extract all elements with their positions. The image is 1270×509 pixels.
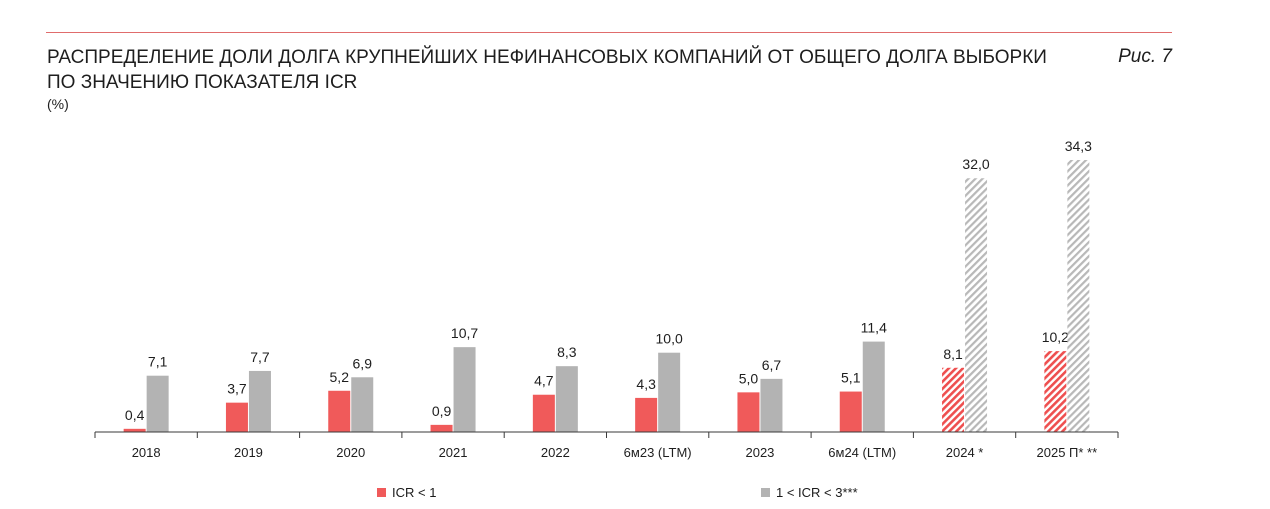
x-tick-label-2019: 2019 [234, 445, 263, 460]
bar-icr-1-3-6м24-ltm [862, 341, 885, 432]
legend-item-icr-lt-1: ICR < 1 [377, 485, 436, 500]
data-label-icr-1-3-2018: 7,1 [148, 354, 168, 370]
bar-icr-lt-1-2025-п [1044, 351, 1067, 432]
x-axis-ticks [94, 432, 1119, 438]
bar-icr-1-3-2025-п [1067, 160, 1090, 432]
x-tick-label-2021: 2021 [439, 445, 468, 460]
legend-swatch-grey [761, 488, 770, 497]
data-label-icr-1-3-2021: 10,7 [451, 325, 478, 341]
x-tick-label-2024: 2024 * [946, 445, 984, 460]
bar-icr-1-3-6м23-ltm [658, 352, 681, 432]
bar-icr-1-3-2020 [351, 377, 374, 432]
bar-icr-lt-1-2020 [328, 390, 351, 432]
bar-icr-1-3-2021 [453, 347, 476, 432]
data-label-icr-1-3-2019: 7,7 [250, 349, 270, 365]
data-label-icr-lt-1-2025-п: 10,2 [1042, 329, 1069, 345]
data-label-icr-lt-1-2022: 4,7 [534, 373, 554, 389]
x-tick-label-2025-п: 2025 П* ** [1037, 445, 1098, 460]
data-label-icr-1-3-2022: 8,3 [557, 344, 577, 360]
bar-icr-lt-1-6м23-ltm [635, 397, 658, 432]
bar-icr-1-3-2023 [760, 378, 783, 432]
bar-icr-lt-1-2022 [532, 394, 555, 432]
data-label-icr-1-3-6м24-ltm: 11,4 [861, 320, 887, 336]
unit-label: (%) [47, 96, 69, 112]
data-label-icr-lt-1-2021: 0,9 [432, 403, 452, 419]
data-label-icr-1-3-2020: 6,9 [353, 355, 373, 371]
title-line-1: РАСПРЕДЕЛЕНИЕ ДОЛИ ДОЛГА КРУПНЕЙШИХ НЕФИ… [47, 47, 1047, 68]
bar-icr-lt-1-2019 [225, 402, 248, 432]
x-tick-label-2020: 2020 [336, 445, 365, 460]
data-label-icr-lt-1-2020: 5,2 [330, 369, 350, 385]
bar-icr-1-3-2019 [248, 370, 271, 432]
legend-label-icr-1-3: 1 < ICR < 3*** [776, 485, 858, 500]
data-label-icr-lt-1-6м23-ltm: 4,3 [636, 376, 656, 392]
x-tick-label-6м24-ltm: 6м24 (LTM) [828, 445, 896, 460]
x-axis-labels: 2018 2019 2020 2021 2022 6м23 (LTM) 2023 6м24 (… [132, 445, 1097, 460]
data-label-icr-1-3-2024: 32,0 [962, 156, 989, 172]
bar-icr-lt-1-2023 [737, 392, 760, 432]
bar-icr-1-3-2022 [555, 366, 578, 432]
data-label-icr-1-3-2023: 6,7 [762, 357, 782, 373]
x-tick-label-2022: 2022 [541, 445, 570, 460]
data-label-icr-1-3-6м23-ltm: 10,0 [656, 331, 683, 347]
bar-icr-lt-1-6м24-ltm [839, 391, 862, 432]
figure-label: Рис. 7 [1118, 46, 1172, 67]
bar-icr-lt-1-2021 [430, 424, 453, 432]
data-label-icr-lt-1-6м24-ltm: 5,1 [841, 370, 861, 386]
x-tick-label-6м23-ltm: 6м23 (LTM) [624, 445, 692, 460]
data-label-icr-1-3-2025-п: 34,3 [1065, 138, 1092, 154]
data-label-icr-lt-1-2019: 3,7 [227, 381, 247, 397]
bar-icr-1-3-2018 [146, 375, 169, 432]
legend-label-icr-lt-1: ICR < 1 [392, 485, 437, 500]
x-tick-label-2018: 2018 [132, 445, 161, 460]
data-label-icr-lt-1-2023: 5,0 [739, 370, 759, 386]
bar-icr-1-3-2024 [965, 178, 988, 432]
x-tick-label-2023: 2023 [745, 445, 774, 460]
title-line-2: ПО ЗНАЧЕНИЮ ПОКАЗАТЕЛЯ ICR [47, 72, 358, 93]
bars-group: 0,4 7,1 3,77,7 5,26,9 0,9 10,7 4,78,3 4,3 10,0 5,… [123, 138, 1092, 432]
data-label-icr-lt-1-2018: 0,4 [125, 407, 145, 423]
top-rule [46, 32, 1172, 33]
bar-icr-lt-1-2018 [123, 428, 146, 432]
bar-icr-lt-1-2024 [942, 367, 965, 432]
chart-title: РАСПРЕДЕЛЕНИЕ ДОЛИ ДОЛГА КРУПНЕЙШИХ НЕФИ… [47, 45, 1047, 95]
data-label-icr-lt-1-2024: 8,1 [943, 346, 963, 362]
legend-swatch-red [377, 488, 386, 497]
legend-item-icr-1-3: 1 < ICR < 3*** [761, 485, 858, 500]
